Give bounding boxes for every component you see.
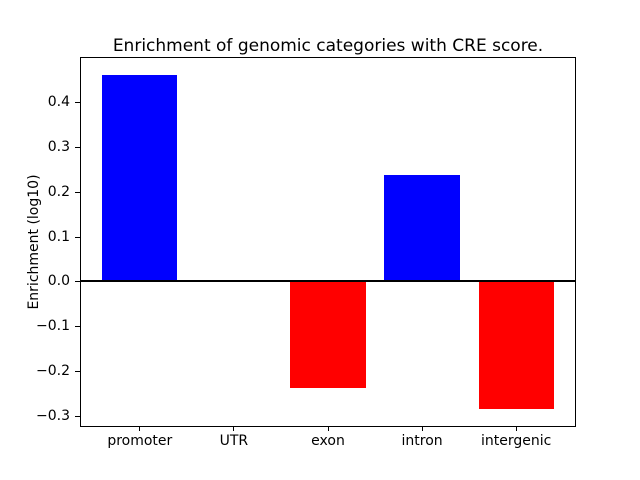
x-tick-label: intergenic bbox=[481, 433, 552, 449]
y-tick-mark bbox=[75, 236, 80, 238]
x-tick-label: intron bbox=[401, 433, 443, 449]
y-tick-label: 0.0 bbox=[47, 273, 70, 290]
y-tick-mark bbox=[75, 416, 80, 418]
zero-line bbox=[81, 280, 575, 283]
y-tick-mark bbox=[75, 371, 80, 373]
bar-promoter bbox=[102, 75, 178, 282]
x-tick-mark bbox=[515, 426, 517, 431]
y-tick-label: 0.2 bbox=[47, 183, 70, 200]
y-tick-mark bbox=[75, 146, 80, 148]
y-tick-label: 0.4 bbox=[47, 93, 70, 110]
y-tick-mark bbox=[75, 101, 80, 103]
x-tick-mark bbox=[421, 426, 423, 431]
y-tick-label: −0.3 bbox=[36, 408, 70, 425]
chart-title: Enrichment of genomic categories with CR… bbox=[112, 36, 544, 56]
y-tick-mark bbox=[75, 191, 80, 193]
y-tick-mark bbox=[75, 326, 80, 328]
y-tick-label: −0.2 bbox=[36, 363, 70, 380]
x-tick-label: promoter bbox=[107, 433, 173, 449]
y-tick-label: −0.1 bbox=[36, 318, 70, 335]
y-tick-label: 0.1 bbox=[47, 228, 70, 245]
bar-intron bbox=[384, 174, 460, 282]
bar-intergenic bbox=[478, 281, 554, 410]
x-tick-mark bbox=[327, 426, 329, 431]
plot-area: 0.4 0.3 0.2 0.1 0.0 −0.1 −0.2 −0.3 promoter UTR ex… bbox=[36, 57, 576, 449]
x-tick-mark bbox=[139, 426, 141, 431]
y-tick-label: 0.3 bbox=[47, 138, 70, 155]
x-tick-label: exon bbox=[311, 433, 345, 449]
x-tick-mark bbox=[233, 426, 235, 431]
bar-exon bbox=[290, 281, 366, 389]
y-tick-mark bbox=[75, 281, 80, 283]
x-tick-label: UTR bbox=[219, 433, 249, 449]
